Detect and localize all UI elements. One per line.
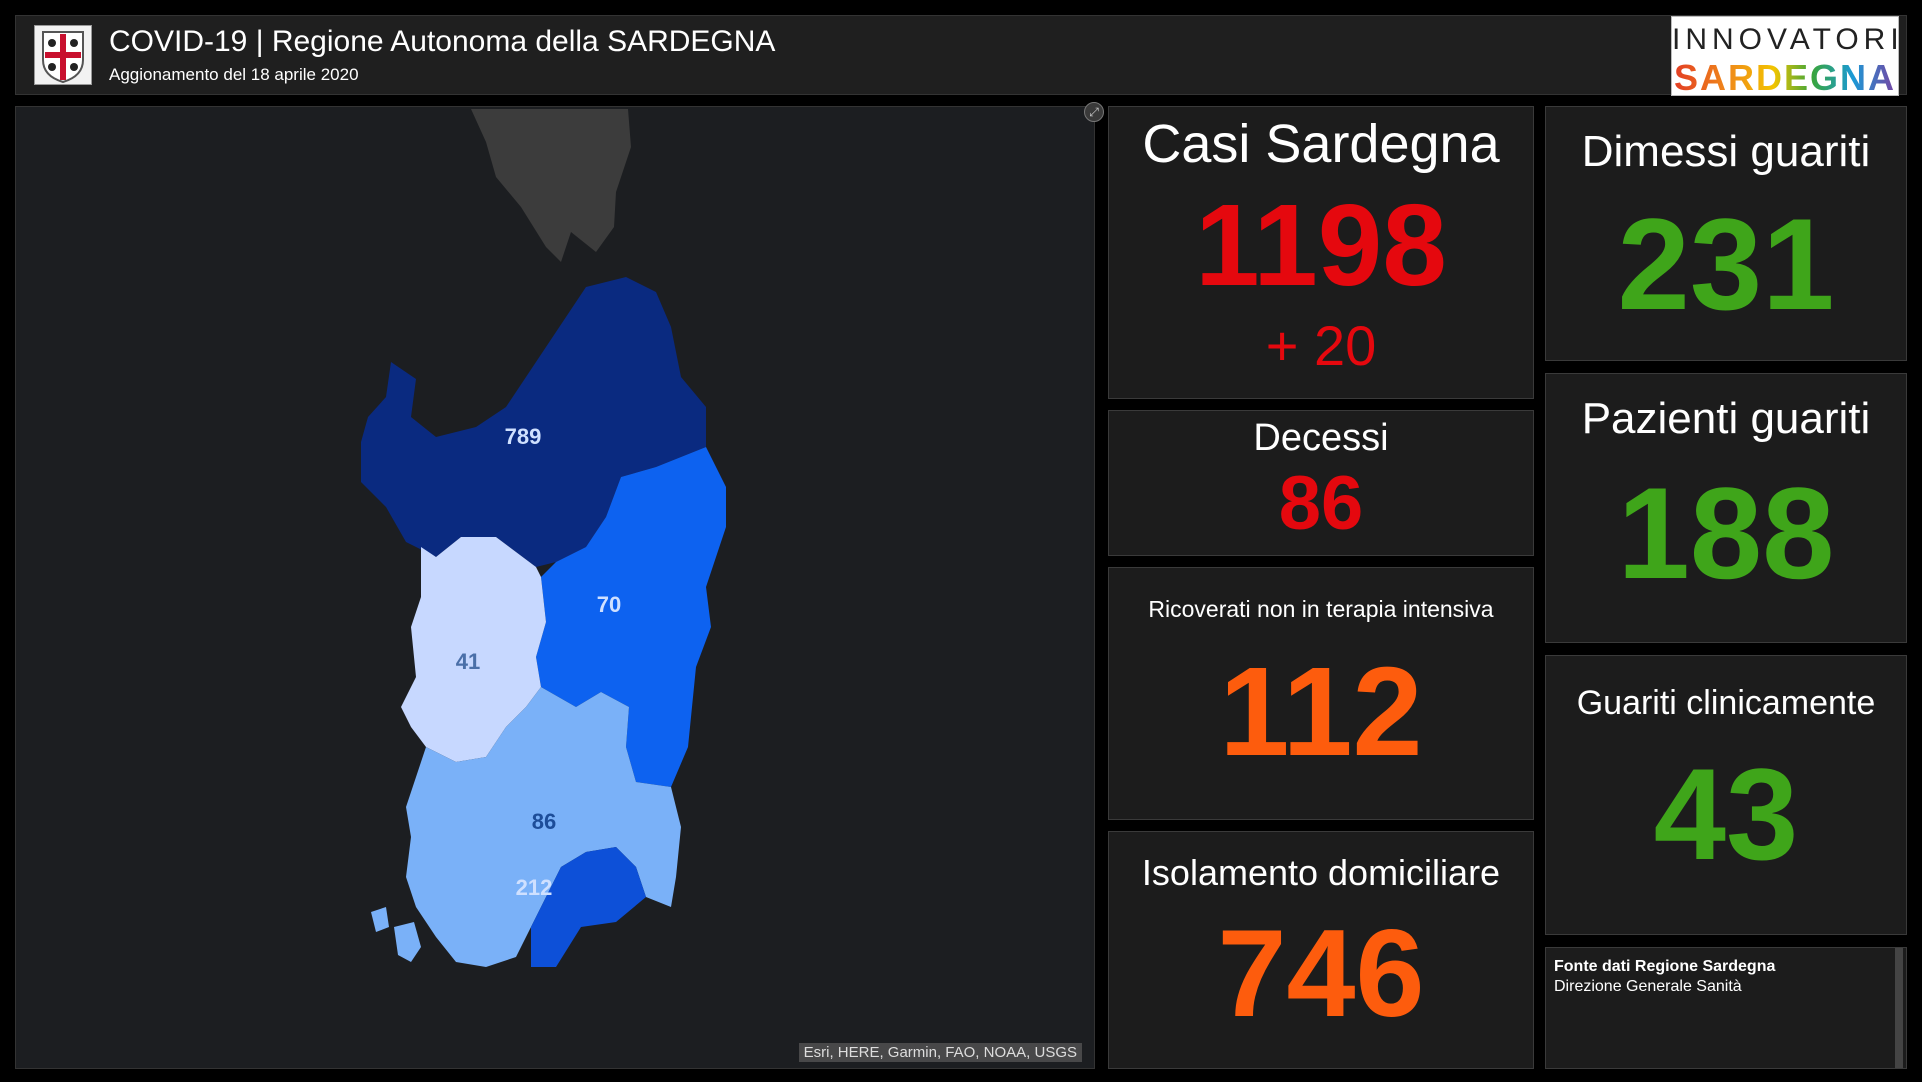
logo-text-bottom: SARDEGNA xyxy=(1673,57,1896,98)
map-region-west xyxy=(401,537,546,762)
card-label: Casi Sardegna xyxy=(1142,114,1500,174)
card-ricoverati: Ricoverati non in terapia intensiva 112 xyxy=(1108,567,1534,820)
card-label: Decessi xyxy=(1253,417,1389,459)
card-delta: + 20 xyxy=(1265,314,1377,377)
card-value: 112 xyxy=(1219,641,1423,782)
card-value: 86 xyxy=(1278,461,1364,546)
map-region-east xyxy=(536,447,726,787)
card-value: 1198 xyxy=(1195,180,1447,310)
innovatori-sardegna-logo: INNOVATORI SARDEGNA xyxy=(1671,16,1904,98)
source-scrollbar[interactable] xyxy=(1895,948,1903,1068)
source-subtitle: Direzione Generale Sanità xyxy=(1554,978,1742,995)
card-label: Ricoverati non in terapia intensiva xyxy=(1148,596,1494,622)
map-island-sant-antioco xyxy=(394,922,421,962)
map-region-south xyxy=(406,687,681,967)
dashboard-header: COVID-19 | Regione Autonoma della SARDEG… xyxy=(15,15,1907,98)
page-title: COVID-19 | Regione Autonoma della SARDEG… xyxy=(109,25,776,58)
card-value: 231 xyxy=(1617,191,1835,337)
card-label: Dimessi guariti xyxy=(1581,127,1871,176)
update-date: Aggionamento del 18 aprile 2020 xyxy=(109,65,359,84)
map-label-south: 86 xyxy=(532,809,556,834)
card-casi-sardegna: Casi Sardegna 1198 + 20 xyxy=(1108,106,1534,399)
card-guariti-clinicamente: Guariti clinicamente 43 xyxy=(1545,655,1907,935)
source-title: Fonte dati Regione Sardegna xyxy=(1554,958,1776,975)
sardinia-map[interactable]: 789 70 41 86 212 Esri, HERE, Garmin, FAO… xyxy=(15,106,1095,1069)
card-decessi: Decessi 86 xyxy=(1108,410,1534,556)
map-attribution: Esri, HERE, Garmin, FAO, NOAA, USGS xyxy=(798,1043,1082,1062)
card-value: 746 xyxy=(1217,905,1425,1043)
card-value: 188 xyxy=(1617,460,1835,606)
map-region-corsica xyxy=(471,109,631,262)
map-island-san-pietro xyxy=(371,907,389,932)
card-dimessi-guariti: Dimessi guariti 231 xyxy=(1545,106,1907,361)
card-isolamento: Isolamento domiciliare 746 xyxy=(1108,831,1534,1069)
map-canvas[interactable]: 789 70 41 86 212 xyxy=(16,107,1095,1069)
card-label: Guariti clinicamente xyxy=(1576,684,1876,722)
map-region-north xyxy=(361,277,706,567)
card-label: Isolamento domiciliare xyxy=(1141,852,1501,893)
map-label-southeast: 212 xyxy=(516,875,553,900)
card-pazienti-guariti: Pazienti guariti 188 xyxy=(1545,373,1907,643)
logo-text-top: INNOVATORI xyxy=(1672,23,1904,56)
sardinia-emblem-icon xyxy=(34,25,92,85)
map-label-east: 70 xyxy=(597,592,621,617)
card-label: Pazienti guariti xyxy=(1581,394,1871,443)
map-label-west: 41 xyxy=(456,649,480,674)
map-label-north: 789 xyxy=(505,424,542,449)
map-region-southeast xyxy=(531,847,646,967)
card-value: 43 xyxy=(1653,741,1799,887)
data-source-panel: Fonte dati Regione Sardegna Direzione Ge… xyxy=(1545,947,1907,1069)
expand-map-icon[interactable]: ⤢ xyxy=(1084,102,1104,122)
